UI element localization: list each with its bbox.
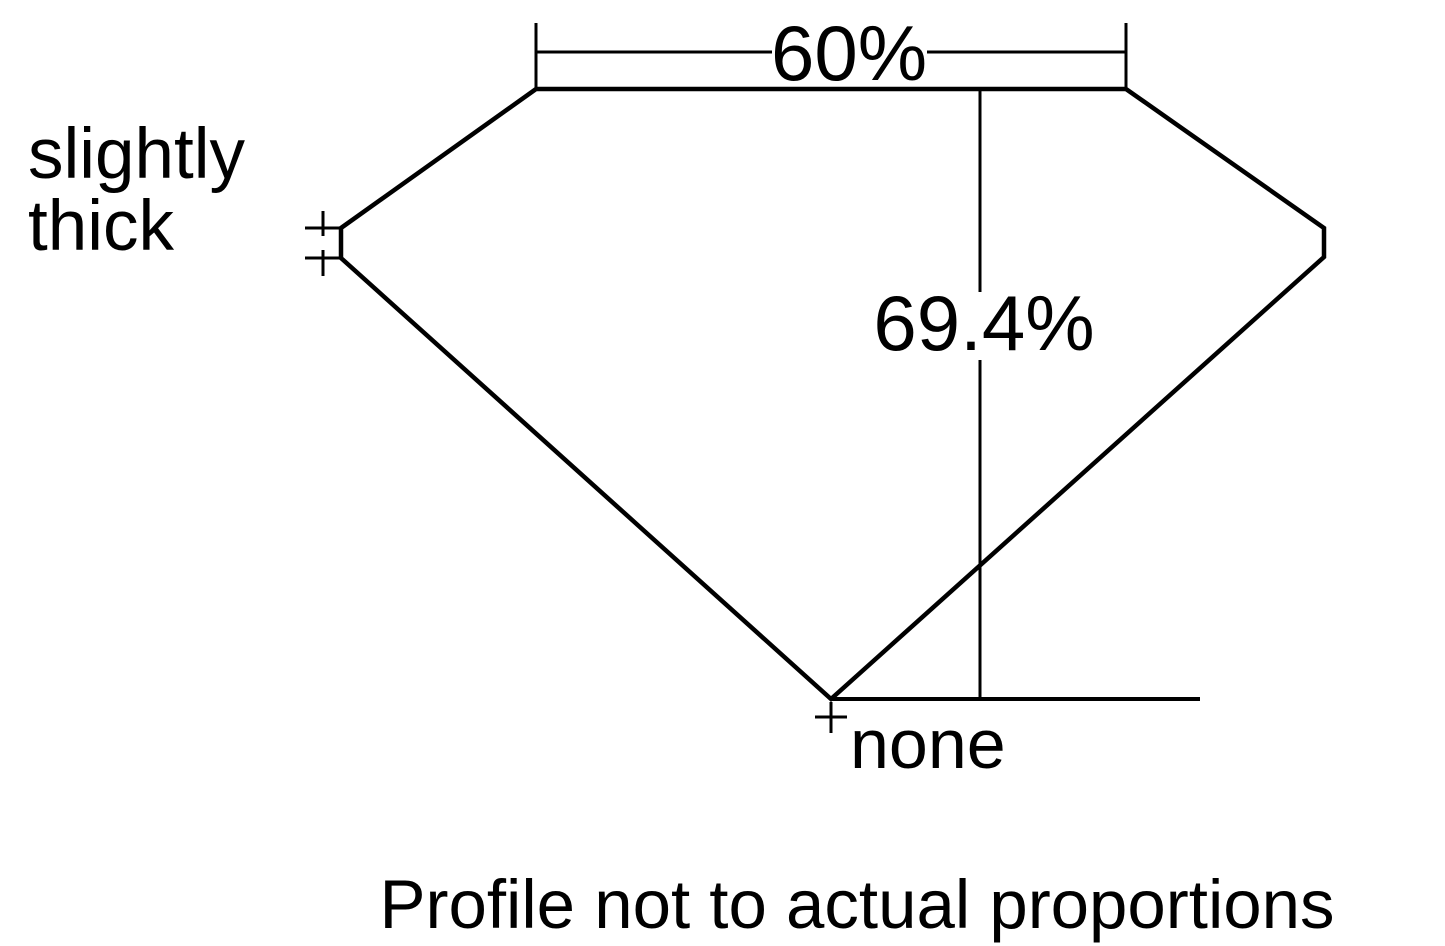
depth-dimension: 69.4% bbox=[831, 90, 1200, 701]
culet-label: none bbox=[850, 705, 1006, 783]
caption: Profile not to actual proportions bbox=[379, 866, 1334, 943]
girdle-label-line1: slightly bbox=[28, 115, 246, 194]
table-dimension: 60% bbox=[534, 9, 1128, 97]
girdle-label-line2: thick bbox=[28, 187, 174, 266]
diamond-outline bbox=[338, 86, 1327, 703]
girdle-annotation: slightly thick bbox=[28, 115, 341, 276]
table-percentage-label: 60% bbox=[771, 9, 927, 97]
depth-percentage-label: 69.4% bbox=[873, 279, 1094, 367]
culet-annotation: none bbox=[815, 702, 1006, 783]
